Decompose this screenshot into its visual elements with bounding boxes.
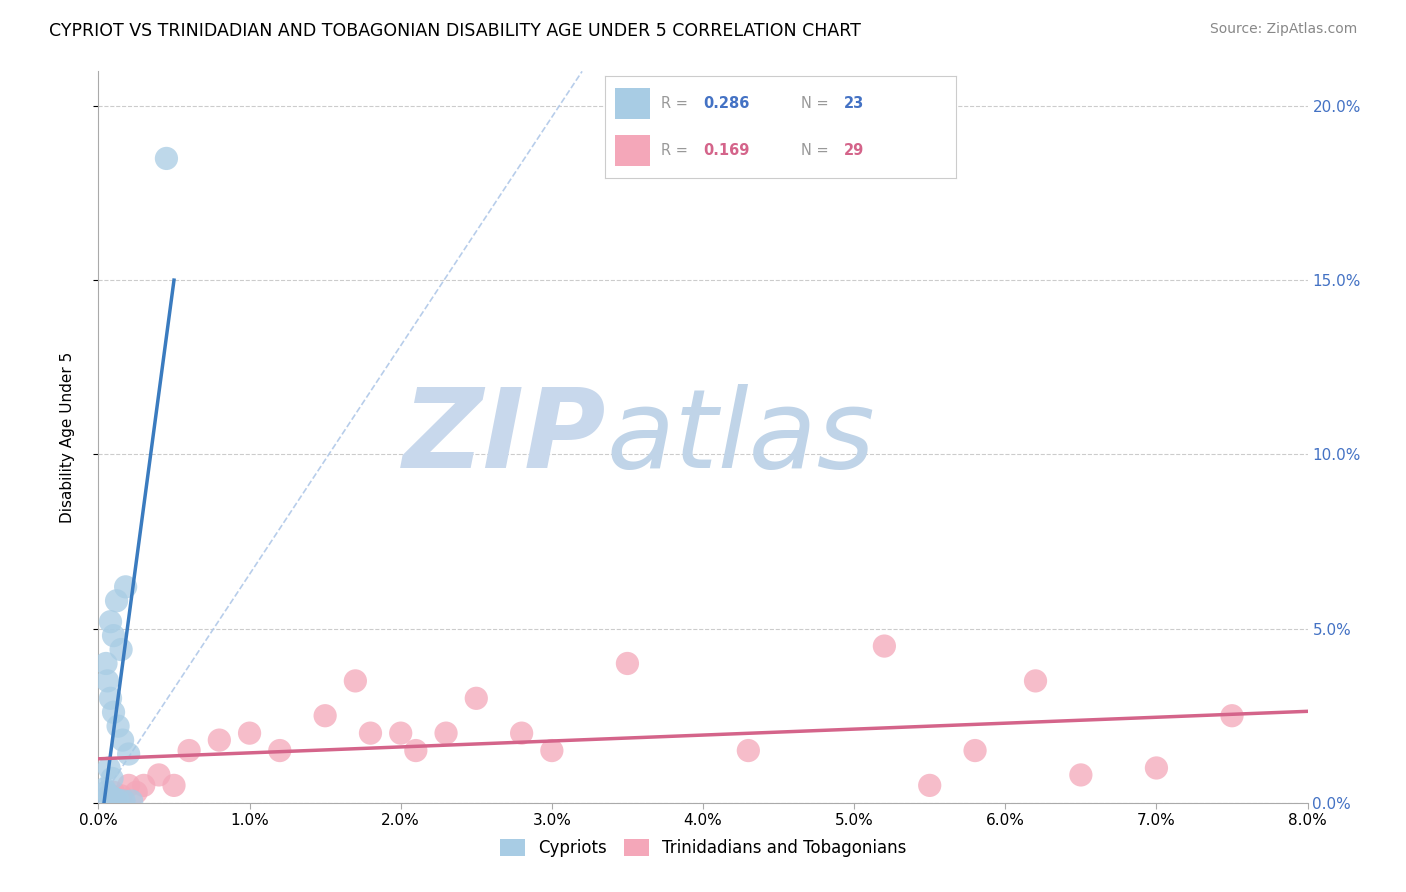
- Point: [100, 691, 122, 706]
- Point: [1220, 708, 1243, 723]
- Point: [98, 789, 121, 803]
- Text: N =: N =: [801, 96, 834, 111]
- Point: [104, 792, 127, 806]
- Point: [465, 691, 488, 706]
- Point: [103, 785, 125, 799]
- Point: [118, 778, 141, 792]
- Point: [100, 615, 122, 629]
- Text: Source: ZipAtlas.com: Source: ZipAtlas.com: [1209, 22, 1357, 37]
- Text: 0.169: 0.169: [703, 144, 749, 158]
- Point: [110, 789, 132, 803]
- Point: [94, 657, 117, 671]
- Point: [873, 639, 896, 653]
- Point: [101, 790, 124, 805]
- FancyBboxPatch shape: [616, 88, 650, 119]
- Point: [107, 793, 129, 807]
- FancyBboxPatch shape: [616, 136, 650, 166]
- Point: [389, 726, 412, 740]
- Point: [98, 761, 121, 775]
- Point: [93, 781, 115, 796]
- Point: [96, 673, 118, 688]
- Point: [103, 705, 125, 719]
- Point: [1024, 673, 1046, 688]
- Point: [111, 733, 134, 747]
- Point: [107, 719, 129, 733]
- Text: CYPRIOT VS TRINIDADIAN AND TOBAGONIAN DISABILITY AGE UNDER 5 CORRELATION CHART: CYPRIOT VS TRINIDADIAN AND TOBAGONIAN DI…: [49, 22, 860, 40]
- Point: [132, 778, 155, 792]
- Point: [125, 785, 148, 799]
- Point: [179, 743, 201, 757]
- Point: [510, 726, 533, 740]
- Point: [314, 708, 336, 723]
- Point: [110, 642, 132, 657]
- Text: R =: R =: [661, 144, 692, 158]
- Text: 0.286: 0.286: [703, 96, 749, 111]
- Point: [405, 743, 427, 757]
- Point: [540, 743, 562, 757]
- Point: [101, 772, 124, 786]
- Point: [208, 733, 231, 747]
- Point: [163, 778, 186, 792]
- Point: [94, 785, 117, 799]
- Point: [344, 673, 367, 688]
- Point: [103, 629, 125, 643]
- Point: [105, 594, 128, 608]
- Text: 23: 23: [844, 96, 863, 111]
- Point: [1070, 768, 1092, 782]
- Point: [121, 794, 143, 808]
- Point: [114, 580, 136, 594]
- Point: [239, 726, 262, 740]
- Y-axis label: Disability Age Under 5: Disability Age Under 5: [60, 351, 75, 523]
- Text: R =: R =: [661, 96, 692, 111]
- Point: [360, 726, 382, 740]
- Point: [118, 747, 141, 761]
- Point: [269, 743, 291, 757]
- Point: [965, 743, 987, 757]
- Text: N =: N =: [801, 144, 834, 158]
- Point: [616, 657, 638, 671]
- Point: [112, 794, 135, 808]
- Point: [918, 778, 941, 792]
- Point: [1146, 761, 1168, 775]
- Point: [737, 743, 759, 757]
- Point: [155, 152, 177, 166]
- Point: [148, 768, 170, 782]
- Text: atlas: atlas: [606, 384, 875, 491]
- Legend: Cypriots, Trinidadians and Tobagonians: Cypriots, Trinidadians and Tobagonians: [494, 832, 912, 864]
- Point: [434, 726, 457, 740]
- Text: 29: 29: [844, 144, 863, 158]
- Text: ZIP: ZIP: [402, 384, 606, 491]
